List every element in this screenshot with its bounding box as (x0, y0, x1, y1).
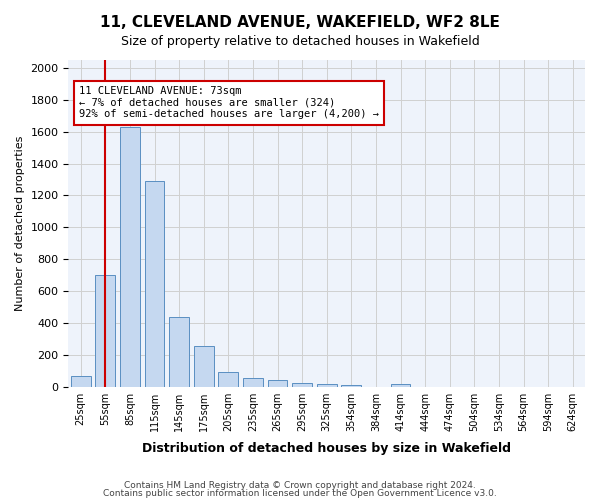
Bar (145, 181, 164, 386)
Y-axis label: Number of detached properties: Number of detached properties (15, 136, 25, 311)
Text: 11, CLEVELAND AVENUE, WAKEFIELD, WF2 8LE: 11, CLEVELAND AVENUE, WAKEFIELD, WF2 8LE (100, 15, 500, 30)
Text: 11 CLEVELAND AVENUE: 73sqm
← 7% of detached houses are smaller (324)
92% of semi: 11 CLEVELAND AVENUE: 73sqm ← 7% of detac… (79, 86, 379, 120)
Bar (71, 376, 91, 386)
Bar (218, 372, 238, 386)
Bar (169, 316, 189, 386)
Bar (120, 127, 140, 386)
Bar (194, 346, 214, 387)
Bar (243, 378, 263, 386)
Bar (317, 384, 337, 386)
Bar (341, 385, 361, 386)
Text: Size of property relative to detached houses in Wakefield: Size of property relative to detached ho… (121, 35, 479, 48)
Text: Contains public sector information licensed under the Open Government Licence v3: Contains public sector information licen… (103, 488, 497, 498)
Bar (391, 384, 410, 386)
X-axis label: Distribution of detached houses by size in Wakefield: Distribution of detached houses by size … (142, 442, 511, 455)
Bar (268, 380, 287, 386)
Bar (292, 382, 312, 386)
Bar (95, 275, 115, 386)
Text: Contains HM Land Registry data © Crown copyright and database right 2024.: Contains HM Land Registry data © Crown c… (124, 481, 476, 490)
